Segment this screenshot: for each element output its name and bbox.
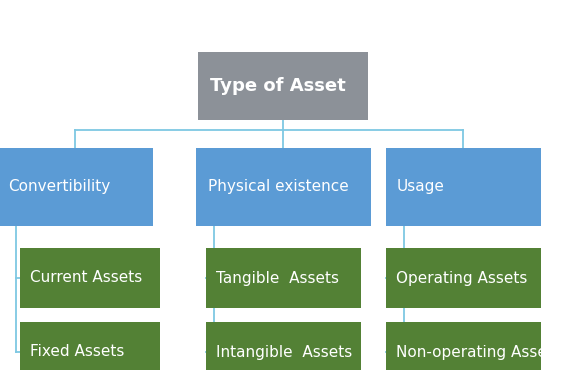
Text: Non-operating Assets: Non-operating Assets [396, 344, 561, 360]
Text: Physical existence: Physical existence [208, 179, 349, 195]
Text: Usage: Usage [396, 179, 444, 195]
Text: Tangible  Assets: Tangible Assets [216, 270, 340, 286]
Text: Current Assets: Current Assets [30, 270, 142, 286]
Text: Fixed Assets: Fixed Assets [30, 344, 124, 360]
Text: Operating Assets: Operating Assets [396, 270, 528, 286]
FancyBboxPatch shape [20, 248, 160, 308]
FancyBboxPatch shape [205, 322, 361, 370]
FancyBboxPatch shape [385, 322, 541, 370]
FancyBboxPatch shape [385, 148, 541, 226]
FancyBboxPatch shape [385, 248, 541, 308]
Text: Intangible  Assets: Intangible Assets [216, 344, 353, 360]
FancyBboxPatch shape [20, 322, 160, 370]
FancyBboxPatch shape [205, 248, 361, 308]
Text: Convertibility: Convertibility [8, 179, 110, 195]
Text: Type of Asset: Type of Asset [210, 77, 346, 95]
FancyBboxPatch shape [195, 148, 371, 226]
FancyBboxPatch shape [198, 52, 368, 120]
FancyBboxPatch shape [0, 148, 152, 226]
